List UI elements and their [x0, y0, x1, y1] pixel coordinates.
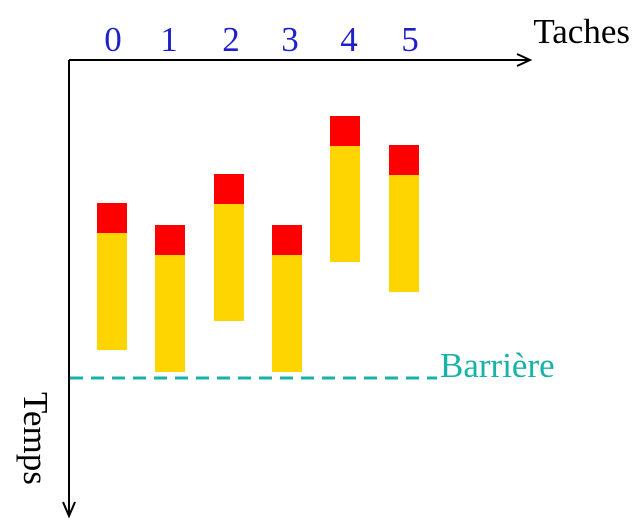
x-axis-arrowhead: [516, 53, 533, 67]
task-1-work-block: [155, 255, 185, 372]
task-4-overhead-block: [330, 116, 360, 146]
task-1-overhead-block: [155, 225, 185, 255]
task-4-work-block: [330, 146, 360, 262]
y-axis-arrowhead: [62, 501, 76, 519]
task-3-work-block: [272, 255, 302, 372]
task-5-overhead-block: [389, 145, 419, 175]
task-label-2: 2: [222, 20, 240, 59]
task-2-overhead-block: [214, 174, 244, 204]
task-2-work-block: [214, 204, 244, 321]
task-label-4: 4: [340, 20, 358, 59]
y-axis-label: Temps: [16, 392, 55, 485]
task-label-0: 0: [104, 20, 122, 59]
task-0-overhead-block: [97, 203, 127, 233]
task-5-work-block: [389, 175, 419, 292]
x-axis-label: Taches: [533, 12, 630, 51]
task-label-5: 5: [401, 20, 419, 59]
task-3-overhead-block: [272, 225, 302, 255]
task-label-3: 3: [281, 20, 299, 59]
barrier-label: Barrière: [440, 346, 555, 385]
task-label-1: 1: [160, 20, 178, 59]
task-0-work-block: [97, 233, 127, 350]
